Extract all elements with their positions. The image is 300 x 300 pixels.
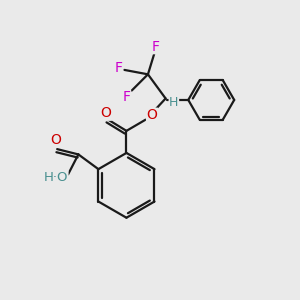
- Text: F: F: [152, 40, 160, 54]
- Text: H: H: [169, 95, 178, 109]
- Text: O: O: [100, 106, 111, 120]
- Text: O: O: [50, 133, 61, 147]
- Text: F: F: [122, 90, 130, 104]
- Text: O: O: [147, 108, 158, 122]
- Text: F: F: [115, 61, 122, 75]
- Text: H·O: H·O: [44, 171, 68, 184]
